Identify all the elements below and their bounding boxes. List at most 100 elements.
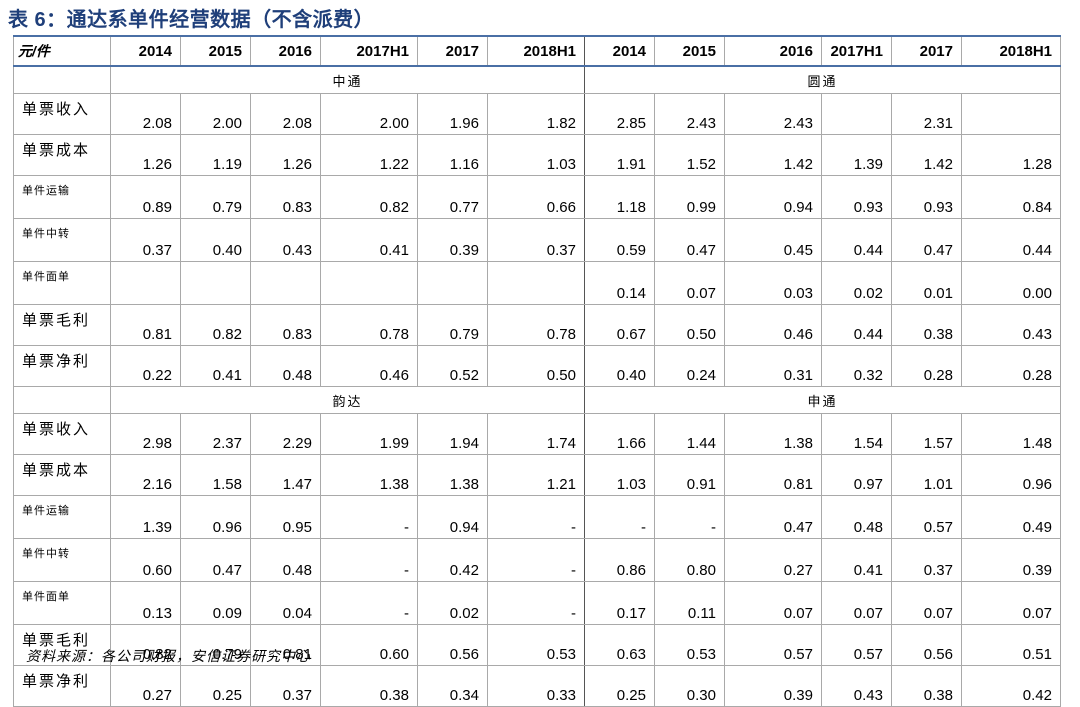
table-cell: [417, 261, 488, 305]
table-cell: 0.40: [584, 345, 655, 387]
table-cell: 0.09: [180, 581, 251, 625]
table-row: 单票净利 0.27 0.25 0.37 0.38 0.34 0.33 0.25 0.30 0.39…: [13, 665, 1061, 707]
table-cell: 0.42: [417, 538, 488, 582]
table-cell: 1.38: [320, 454, 418, 496]
table-cell: 0.07: [724, 581, 822, 625]
table-cell: 0.27: [724, 538, 822, 582]
table-cell: 0.94: [417, 495, 488, 539]
table-cell: 0.07: [821, 581, 892, 625]
table-cell: 0.41: [320, 218, 418, 262]
table-cell: 0.97: [821, 454, 892, 496]
table-cell: 0.53: [487, 624, 585, 666]
table-cell: 0.51: [961, 624, 1061, 666]
table-row: 单票成本 2.16 1.58 1.47 1.38 1.38 1.21 1.03 0.91 0.81…: [13, 454, 1061, 496]
table-cell: 0.63: [584, 624, 655, 666]
table-cell: 0.81: [250, 624, 321, 666]
table-title: 表 6：通达系单件经营数据（不含派费）: [8, 9, 375, 31]
row-label: 单票成本: [13, 454, 111, 496]
table-cell: 0.50: [654, 304, 725, 346]
table-cell: 1.28: [961, 134, 1061, 176]
year-header: 2014: [110, 35, 181, 67]
table-cell: 0.39: [417, 218, 488, 262]
table-cell: -: [654, 495, 725, 539]
table-cell: -: [487, 581, 585, 625]
table-cell: 0.32: [821, 345, 892, 387]
table-cell: 0.37: [891, 538, 962, 582]
row-label: 单票毛利: [13, 624, 111, 666]
table-cell: 0.77: [417, 175, 488, 219]
table-cell: 0.81: [724, 454, 822, 496]
year-header: 2017H1: [821, 35, 892, 67]
table-cell: 0.95: [250, 495, 321, 539]
year-header: 2015: [180, 35, 251, 67]
table-cell: 0.46: [724, 304, 822, 346]
table-cell: 1.38: [417, 454, 488, 496]
table-cell: 0.82: [180, 304, 251, 346]
table-cell: 1.38: [724, 413, 822, 455]
table-cell: 0.46: [320, 345, 418, 387]
table-cell: 0.33: [487, 665, 585, 707]
table-cell: 0.47: [654, 218, 725, 262]
table-cell: 0.66: [487, 175, 585, 219]
table-cell: 1.66: [584, 413, 655, 455]
table-row: 单件中转 0.60 0.47 0.48-0.42-0.86 0.80 0.27 0.41 0.…: [13, 538, 1061, 582]
table-cell: 0.01: [891, 261, 962, 305]
table-cell: 0.43: [821, 665, 892, 707]
row-label: 单票净利: [13, 345, 111, 387]
year-header: 2014: [584, 35, 655, 67]
table-cell: 0.42: [961, 665, 1061, 707]
table-cell: 0.78: [487, 304, 585, 346]
table-cell: 0.81: [110, 304, 181, 346]
table-cell: 0.40: [180, 218, 251, 262]
table-cell: 1.26: [110, 134, 181, 176]
table-cell: 0.07: [654, 261, 725, 305]
table-cell: 0.22: [110, 345, 181, 387]
table-cell: 1.52: [654, 134, 725, 176]
table-cell: 0.52: [417, 345, 488, 387]
table-row: 单件面单 0.13 0.09 0.04-0.02-0.17 0.11 0.07 0.07 0.…: [13, 581, 1061, 625]
row-label: 单票收入: [13, 413, 111, 455]
table-row: 单票毛利 0.82 0.79 0.81 0.60 0.56 0.53 0.63 0.53 0.57…: [13, 624, 1061, 666]
table-cell: 2.08: [110, 93, 181, 135]
table-cell: 0.00: [961, 261, 1061, 305]
table-cell: 2.85: [584, 93, 655, 135]
table-cell: 0.24: [654, 345, 725, 387]
table-cell: 2.31: [891, 93, 962, 135]
table-cell: [821, 93, 892, 135]
table-cell: 0.49: [961, 495, 1061, 539]
table-cell: 1.94: [417, 413, 488, 455]
table-cell: 1.82: [487, 93, 585, 135]
year-header: 2018H1: [961, 35, 1061, 67]
table-cell: 0.93: [891, 175, 962, 219]
table-cell: 1.18: [584, 175, 655, 219]
table-cell: 1.21: [487, 454, 585, 496]
table-row: 单票收入 2.98 2.37 2.29 1.99 1.94 1.74 1.66 1.44 1.38…: [13, 413, 1061, 455]
table-cell: 0.27: [110, 665, 181, 707]
table-cell: 0.17: [584, 581, 655, 625]
table-cell: -: [320, 538, 418, 582]
row-label: 单件运输: [13, 175, 111, 219]
table-cell: 0.79: [180, 175, 251, 219]
table-cell: 0.56: [891, 624, 962, 666]
table-cell: 0.07: [891, 581, 962, 625]
table-cell: 0.60: [320, 624, 418, 666]
table-cell: 1.42: [724, 134, 822, 176]
table-cell: 2.00: [320, 93, 418, 135]
table-cell: 1.42: [891, 134, 962, 176]
table-cell: 0.79: [180, 624, 251, 666]
table-row: 单件运输 0.89 0.79 0.83 0.82 0.77 0.66 1.18 0.99 0.94…: [13, 175, 1061, 219]
table-cell: 0.43: [250, 218, 321, 262]
table-cell: 2.43: [654, 93, 725, 135]
table-cell: 0.38: [891, 304, 962, 346]
year-header: 2017: [891, 35, 962, 67]
table-cell: 0.13: [110, 581, 181, 625]
table-cell: 0.99: [654, 175, 725, 219]
table-cell: 0.37: [250, 665, 321, 707]
row-label: 单件中转: [13, 538, 111, 582]
table-cell: 0.91: [654, 454, 725, 496]
table-cell: 1.74: [487, 413, 585, 455]
table-cell: 0.89: [110, 175, 181, 219]
table-cell: 0.94: [724, 175, 822, 219]
section-company-left: 韵达: [110, 386, 585, 414]
table-cell: 0.59: [584, 218, 655, 262]
